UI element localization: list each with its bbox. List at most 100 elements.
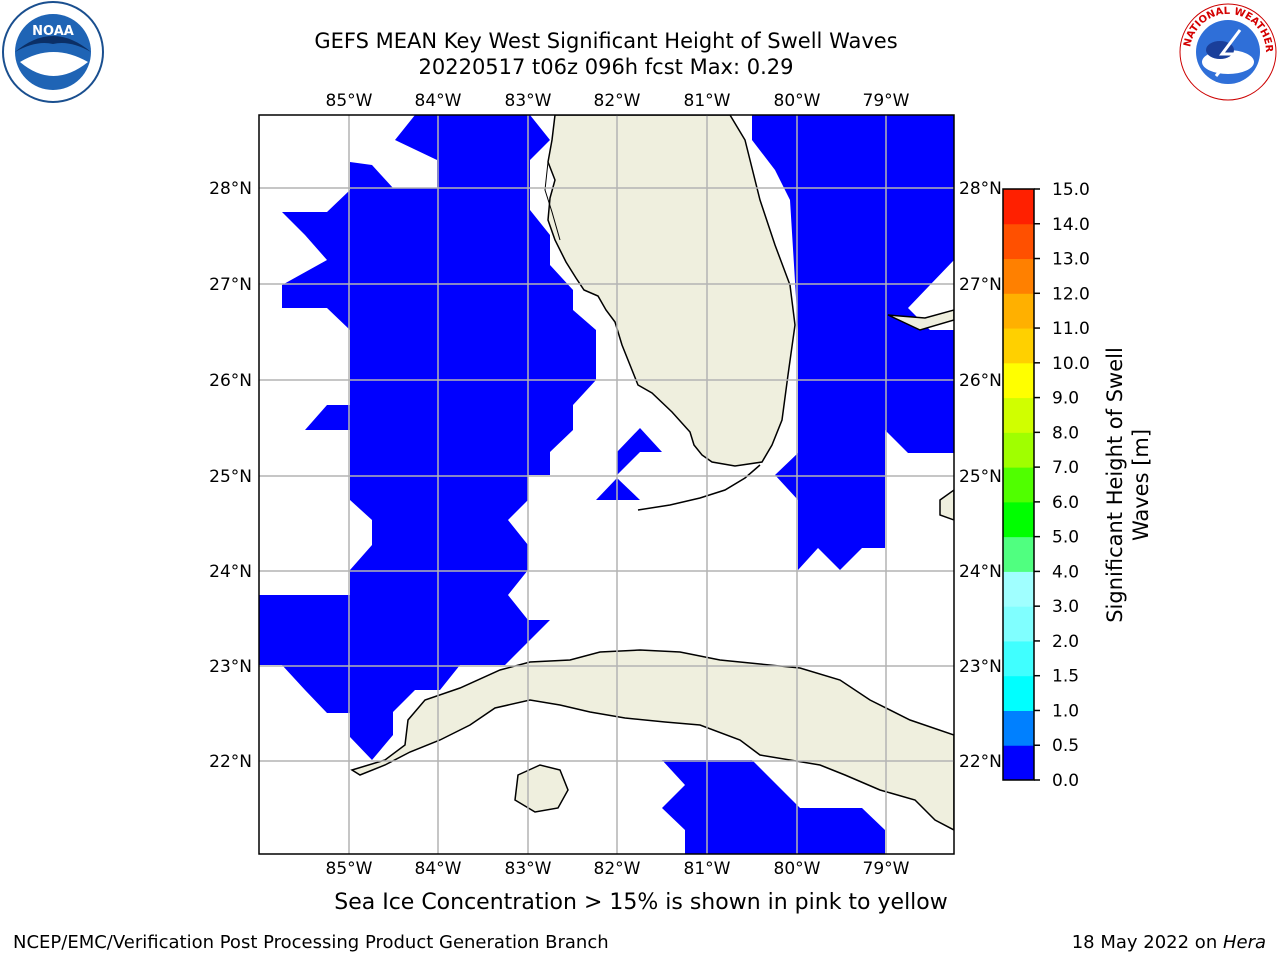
colorbar-tick-label: 1.0 [1052, 701, 1079, 721]
swell-height-fill [259, 115, 954, 854]
footer-date-text: 18 May 2022 on [1071, 932, 1223, 953]
colorbar-tick-label: 14.0 [1052, 215, 1090, 235]
colorbar-tick-label: 0.0 [1052, 771, 1079, 791]
lat-labels-left: 28°N 27°N 26°N 25°N 24°N 23°N 22°N [209, 179, 252, 772]
lat-label: 24°N [959, 562, 1002, 582]
lat-label: 25°N [959, 467, 1002, 487]
colorbar-tick-label: 6.0 [1052, 493, 1079, 513]
lat-label: 23°N [959, 657, 1002, 677]
colorbar-segment [1003, 189, 1034, 225]
footer-credit: NCEP/EMC/Verification Post Processing Pr… [13, 932, 609, 953]
colorbar-segment [1003, 362, 1034, 399]
lat-label: 26°N [209, 371, 252, 391]
national-weather-service-logo: NATIONAL WEATHER SERVICE [0, 0, 1277, 101]
lat-label: 25°N [209, 467, 252, 487]
colorbar-label-line1: Significant Height of Swell [1103, 347, 1127, 623]
colorbar-segment [1003, 571, 1034, 607]
colorbar-tick-labels: 0.0 0.5 1.0 1.5 2.0 3.0 4.0 5.0 6.0 7.0 8.0 9.0 10.0… [1034, 180, 1090, 791]
florida-peninsula [547, 115, 796, 467]
gulf-coast-line [544, 161, 561, 241]
colorbar-tick-label: 1.5 [1052, 667, 1079, 687]
bahamas-andros [939, 489, 954, 521]
lon-label: 80°W [774, 91, 821, 111]
colorbar-tick-label: 0.5 [1052, 736, 1079, 756]
cuba [350, 649, 954, 831]
map-area [259, 115, 954, 854]
nws-logo-text: NATIONAL WEATHER SERVICE [0, 0, 1274, 53]
colorbar-segment [1003, 640, 1034, 677]
lon-label: 84°W [415, 859, 462, 879]
sea-ice-caption: Sea Ice Concentration > 15% is shown in … [334, 890, 948, 915]
colorbar-segment [1003, 397, 1034, 433]
colorbar-tick-label: 10.0 [1052, 354, 1090, 374]
lat-label: 28°N [209, 179, 252, 199]
colorbar-segment [1003, 501, 1034, 538]
swell-region-keys-1 [596, 478, 640, 500]
colorbar-tick-label: 8.0 [1052, 423, 1079, 443]
colorbar-tick-label: 7.0 [1052, 458, 1079, 478]
colorbar-segment [1003, 745, 1034, 781]
map-frame [258, 114, 955, 855]
bahamas-grand [887, 309, 954, 331]
lon-label: 84°W [415, 91, 462, 111]
colorbar-label: Significant Height of Swell Waves [m] [1103, 347, 1153, 623]
colorbar-label-line2: Waves [m] [1129, 429, 1153, 541]
colorbar-tick-label: 15.0 [1052, 180, 1090, 200]
colorbar-segment [1003, 606, 1034, 642]
colorbar [1002, 188, 1035, 781]
lon-label: 85°W [326, 859, 373, 879]
lon-label: 81°W [684, 91, 731, 111]
noaa-logo: NOAA [2, 1, 104, 103]
lon-labels-top: 85°W 84°W 83°W 82°W 81°W 80°W 79°W [326, 91, 910, 111]
graticule [259, 115, 954, 854]
colorbar-tick-label: 3.0 [1052, 597, 1079, 617]
swell-region-south [662, 760, 885, 854]
colorbar-segment [1003, 675, 1034, 711]
lat-label: 27°N [209, 275, 252, 295]
swell-region-gulf [259, 115, 596, 760]
lat-label: 24°N [209, 562, 252, 582]
colorbar-segment [1003, 328, 1034, 364]
colorbar-segment [1003, 467, 1034, 503]
colorbar-tick-label: 11.0 [1052, 319, 1090, 339]
swell-region-atlantic [752, 115, 954, 570]
colorbar-tick-label: 2.0 [1052, 632, 1079, 652]
colorbar-tick-label: 4.0 [1052, 562, 1079, 582]
lon-label: 85°W [326, 91, 373, 111]
lon-label: 83°W [505, 91, 552, 111]
lon-label: 81°W [684, 859, 731, 879]
colorbar-segment [1003, 223, 1034, 260]
lat-label: 23°N [209, 657, 252, 677]
lat-label: 28°N [959, 179, 1002, 199]
lon-label: 79°W [863, 859, 910, 879]
colorbar-segment [1003, 536, 1034, 572]
colorbar-tick-label: 13.0 [1052, 250, 1090, 270]
lon-label: 82°W [594, 91, 641, 111]
footer-host: Hera [1222, 932, 1266, 953]
colorbar-segment [1003, 293, 1034, 329]
lat-label: 22°N [959, 752, 1002, 772]
lat-label: 27°N [959, 275, 1002, 295]
lat-labels-right: 28°N 27°N 26°N 25°N 24°N 23°N 22°N [959, 179, 1002, 772]
footer-date: 18 May 2022 on Hera [1072, 932, 1266, 953]
map-title: GEFS MEAN Key West Significant Height of… [314, 29, 898, 53]
lat-label: 26°N [959, 371, 1002, 391]
colorbar-tick-label: 9.0 [1052, 389, 1079, 409]
colorbar-segment [1003, 710, 1034, 746]
swell-region-keys-2 [617, 428, 662, 475]
lat-label: 22°N [209, 752, 252, 772]
noaa-logo-text: NOAA [32, 24, 74, 39]
colorbar-tick-label: 5.0 [1052, 528, 1079, 548]
lon-labels-bottom: 85°W 84°W 83°W 82°W 81°W 80°W 79°W [326, 859, 910, 879]
colorbar-frame [1002, 188, 1035, 781]
colorbar-segment [1003, 258, 1034, 294]
colorbar-tick-label: 12.0 [1052, 284, 1090, 304]
map-subtitle: 20220517 t06z 096h fcst Max: 0.29 [418, 55, 794, 79]
svg-text:NATIONAL WEATHER SERVICE: NATIONAL WEATHER SERVICE [0, 0, 1274, 53]
lon-label: 82°W [594, 859, 641, 879]
lon-label: 80°W [774, 859, 821, 879]
isle-of-youth [514, 764, 569, 813]
lon-label: 79°W [863, 91, 910, 111]
lon-label: 83°W [505, 859, 552, 879]
